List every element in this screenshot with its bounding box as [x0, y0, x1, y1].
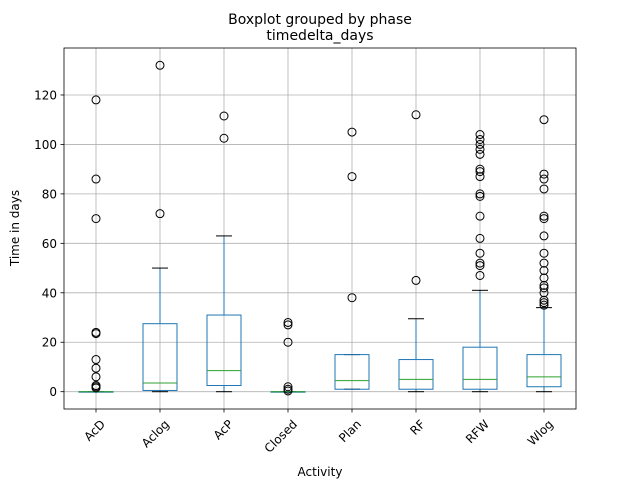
x-axis-label: Activity: [298, 465, 343, 479]
outlier-point: [475, 211, 485, 221]
y-tick-label: 40: [42, 286, 57, 300]
outlier-point: [475, 167, 485, 177]
outlier-point: [91, 355, 101, 365]
outlier-point: [539, 169, 549, 179]
outlier-point: [283, 337, 293, 347]
outlier-point: [91, 372, 101, 382]
outlier-point: [283, 320, 293, 330]
y-axis-label: Time in days: [8, 190, 22, 267]
outlier-point: [475, 258, 485, 268]
outlier-point: [475, 134, 485, 144]
outlier-point: [219, 111, 229, 121]
outlier-point: [475, 233, 485, 243]
x-tick-label: Aclog: [139, 417, 172, 450]
box-rf: [398, 110, 434, 393]
outlier-point: [411, 110, 421, 120]
grid: [64, 48, 576, 409]
x-tick-label: AcP: [211, 417, 236, 442]
outlier-point: [91, 329, 101, 339]
outlier-point: [539, 298, 549, 308]
x-tick-label: Plan: [336, 417, 364, 445]
iqr-box: [334, 354, 370, 390]
outlier-point: [539, 288, 549, 298]
y-tick-label: 0: [49, 385, 57, 399]
outlier-point: [539, 283, 549, 293]
y-tick-label: 120: [34, 88, 57, 102]
outlier-point: [475, 164, 485, 174]
box-acd: [78, 95, 114, 393]
outlier-point: [475, 270, 485, 280]
outlier-point: [411, 275, 421, 285]
y-tick-label: 80: [42, 187, 57, 201]
chart-suptitle: Boxplot grouped by phase: [228, 12, 412, 28]
x-tick-label: AcD: [81, 417, 108, 444]
x-tick-label: RFW: [463, 417, 492, 446]
y-tick-label: 60: [42, 237, 57, 251]
outlier-point: [539, 273, 549, 283]
chart-title: timedelta_days: [266, 28, 373, 44]
iqr-box: [206, 314, 242, 387]
outlier-point: [155, 209, 165, 219]
outlier-point: [475, 139, 485, 149]
x-tick-label: Wlog: [525, 417, 556, 448]
y-tick-label: 100: [34, 138, 57, 152]
outlier-point: [475, 172, 485, 182]
y-tick-label: 20: [42, 336, 57, 350]
outlier-point: [475, 248, 485, 258]
box-aclog: [142, 60, 178, 393]
outlier-point: [475, 261, 485, 271]
outlier-point: [539, 258, 549, 268]
plot-area: [78, 60, 562, 396]
outlier-point: [539, 248, 549, 258]
outlier-point: [475, 149, 485, 159]
iqr-box: [526, 354, 562, 388]
outlier-point: [347, 172, 357, 182]
outlier-point: [283, 382, 293, 392]
axes-frame: [63, 47, 577, 410]
iqr-box: [462, 346, 498, 390]
outlier-point: [539, 214, 549, 224]
box-acp: [206, 111, 242, 393]
iqr-box: [142, 323, 178, 391]
box-wlog: [526, 115, 562, 393]
outlier-point: [91, 214, 101, 224]
outlier-point: [539, 231, 549, 241]
outlier-point: [475, 189, 485, 199]
outlier-point: [539, 211, 549, 221]
box-closed: [270, 317, 306, 396]
x-tick-label: Closed: [262, 417, 300, 455]
outlier-point: [539, 280, 549, 290]
outlier-point: [347, 293, 357, 303]
outlier-point: [91, 383, 101, 393]
outlier-point: [283, 317, 293, 327]
box-plan: [334, 127, 370, 390]
outlier-point: [219, 133, 229, 143]
x-tick-label: RF: [407, 417, 428, 438]
iqr-box: [398, 359, 434, 390]
outlier-point: [475, 144, 485, 154]
outlier-point: [155, 60, 165, 70]
outlier-point: [539, 300, 549, 310]
outlier-point: [539, 184, 549, 194]
outlier-point: [539, 266, 549, 276]
box-rfw: [462, 130, 498, 393]
outlier-point: [91, 174, 101, 184]
outlier-point: [347, 127, 357, 137]
outlier-point: [91, 363, 101, 373]
outlier-point: [91, 95, 101, 105]
outlier-point: [539, 174, 549, 184]
outlier-point: [475, 191, 485, 201]
outlier-point: [475, 130, 485, 140]
outlier-point: [283, 386, 293, 396]
outlier-point: [539, 295, 549, 305]
outlier-point: [539, 115, 549, 125]
